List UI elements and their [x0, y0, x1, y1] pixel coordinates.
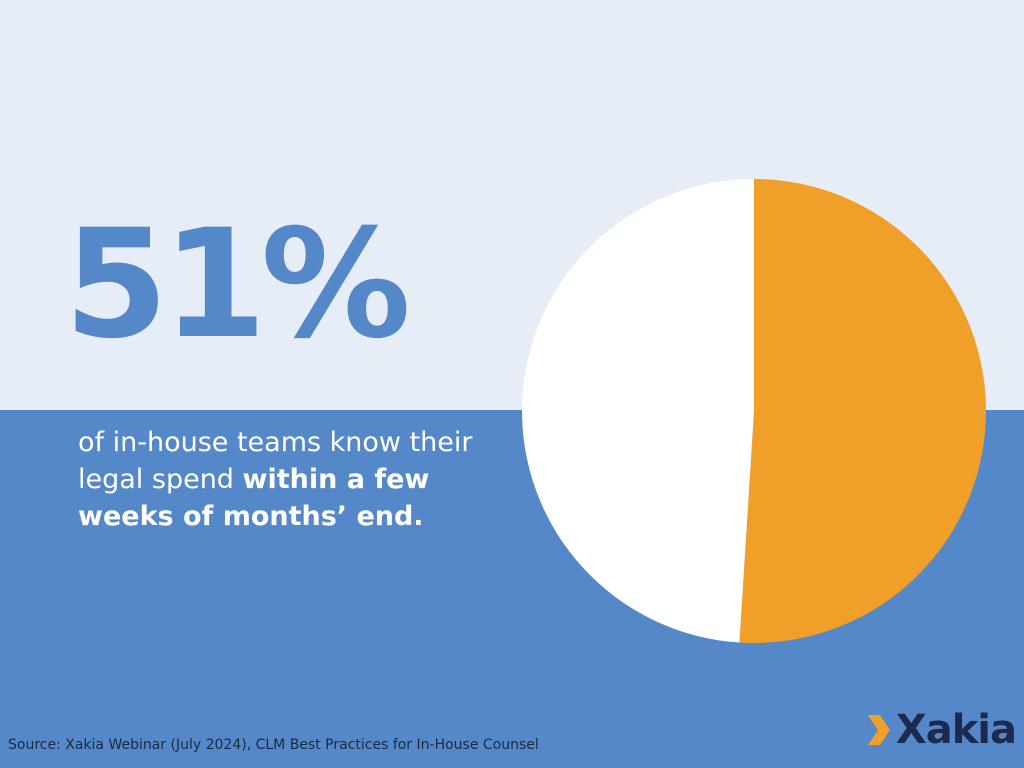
pie-slice-1: [522, 179, 754, 643]
caption-plain-text: of in-house teams know their legal spend: [78, 427, 473, 495]
pie-slice-0: [739, 179, 987, 643]
logo-wordmark: Xakia: [895, 707, 1017, 753]
pie-chart: [522, 179, 987, 643]
chevron-logo-icon: [867, 715, 890, 745]
headline-stat: 51%: [64, 198, 411, 372]
source-citation: Source: Xakia Webinar (July 2024), CLM B…: [8, 737, 539, 753]
xakia-logo: Xakia: [866, 705, 1017, 755]
headline-caption: of in-house teams know their legal spend…: [78, 424, 518, 535]
caption-bold-text: within a few weeks of months’ end.: [78, 464, 430, 532]
